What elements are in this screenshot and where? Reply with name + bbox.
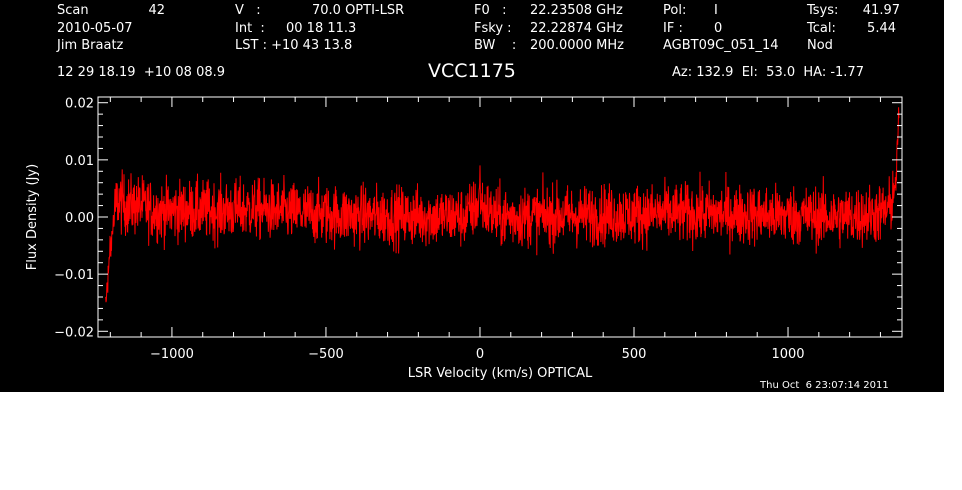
source-name: VCC1175	[428, 60, 516, 82]
spectrum-chart: −1000 −500 0 500 1000 −0.02 −0.01 0.00 0.01 0.02 L…	[25, 96, 903, 381]
source-coordinates: 12 29 18.19 +10 08 08.9	[57, 65, 226, 80]
y-tick-label: 0.01	[65, 154, 94, 169]
sky-frequency-label: Fsky :	[474, 21, 512, 36]
x-tick-label: 500	[622, 347, 647, 362]
x-tick-label: −1000	[150, 347, 194, 362]
if-value: 0	[714, 21, 723, 36]
y-tick-label: 0.00	[65, 211, 94, 226]
rest-frequency-label: F0 :	[474, 3, 507, 18]
plot-timestamp: Thu Oct 6 23:07:14 2011	[760, 380, 889, 391]
spectrum-trace-layer	[105, 107, 900, 303]
observer-name: Jim Braatz	[57, 38, 124, 53]
rest-frequency-value: 22.23508 GHz	[530, 3, 623, 18]
tcal-label: Tcal:	[807, 21, 836, 36]
spectrum-line	[105, 107, 900, 303]
lst-value: LST : +10 43 13.8	[235, 38, 353, 53]
y-tick-label: −0.02	[54, 325, 94, 340]
integration-value: 00 18 11.3	[286, 21, 357, 36]
velocity-label: V :	[235, 3, 261, 18]
bandwidth-label: BW :	[474, 38, 517, 53]
x-tick-label: 0	[476, 347, 484, 362]
observing-mode: Nod	[807, 38, 833, 53]
polarization-value: I	[714, 3, 718, 18]
ticks-layer	[98, 97, 902, 337]
tsys-label: Tsys:	[807, 3, 839, 18]
pointing-info: Az: 132.9 El: 53.0 HA: -1.77	[672, 65, 864, 80]
velocity-value: 70.0 OPTI-LSR	[312, 3, 405, 18]
integration-label: Int :	[235, 21, 265, 36]
tsys-value: 41.97	[862, 3, 900, 18]
tcal-value: 5.44	[867, 21, 896, 36]
plot-panel: Scan 42 2010-05-07 Jim Braatz V : 70.0 O…	[0, 0, 944, 392]
observation-date: 2010-05-07	[57, 21, 133, 36]
bandwidth-value: 200.0000 MHz	[530, 38, 624, 53]
scan-number: 42	[148, 3, 165, 18]
tick-labels-layer: −1000 −500 0 500 1000 −0.02 −0.01 0.00 0.01 0.02 L…	[25, 97, 805, 381]
if-label: IF :	[663, 21, 683, 36]
sky-frequency-value: 22.22874 GHz	[530, 21, 623, 36]
y-tick-label: −0.01	[54, 268, 94, 283]
y-axis-label: Flux Density (Jy)	[25, 164, 40, 270]
project-id: AGBT09C_051_14	[663, 38, 779, 53]
x-tick-label: 1000	[771, 347, 804, 362]
scan-label: Scan	[57, 3, 89, 18]
polarization-label: Pol:	[663, 3, 687, 18]
y-tick-label: 0.02	[65, 97, 94, 112]
x-axis-label: LSR Velocity (km/s) OPTICAL	[408, 366, 593, 381]
x-tick-label: −500	[308, 347, 344, 362]
